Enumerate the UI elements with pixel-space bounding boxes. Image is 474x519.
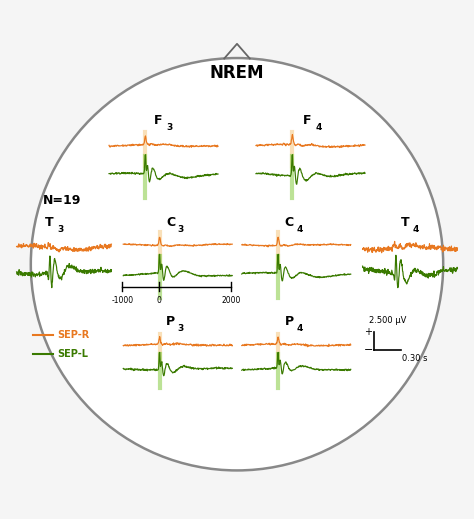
Text: 2.500 μV: 2.500 μV	[369, 317, 406, 325]
Text: 0: 0	[156, 296, 161, 305]
Text: 4: 4	[296, 225, 302, 234]
Text: 2000: 2000	[222, 296, 241, 305]
Text: T: T	[401, 216, 409, 229]
Text: C: C	[166, 216, 175, 229]
Text: 0.30 s: 0.30 s	[402, 354, 428, 363]
Text: 4: 4	[296, 324, 302, 333]
Text: 4: 4	[412, 225, 419, 234]
Text: P: P	[284, 315, 293, 328]
Text: SEP-L: SEP-L	[57, 349, 88, 359]
Text: 3: 3	[178, 225, 184, 234]
Text: NREM: NREM	[210, 64, 264, 82]
Text: T: T	[45, 216, 54, 229]
Text: 3: 3	[57, 225, 63, 234]
Text: 4: 4	[315, 123, 321, 132]
Text: -1000: -1000	[111, 296, 133, 305]
Circle shape	[31, 58, 443, 470]
Text: P: P	[166, 315, 175, 328]
Text: −: −	[364, 345, 373, 354]
Text: SEP-R: SEP-R	[57, 330, 89, 340]
Text: +: +	[365, 326, 372, 336]
Text: C: C	[284, 216, 293, 229]
Text: 3: 3	[166, 123, 172, 132]
Text: F: F	[154, 114, 163, 127]
Text: F: F	[303, 114, 312, 127]
Text: N=19: N=19	[43, 194, 81, 207]
Text: 3: 3	[178, 324, 184, 333]
